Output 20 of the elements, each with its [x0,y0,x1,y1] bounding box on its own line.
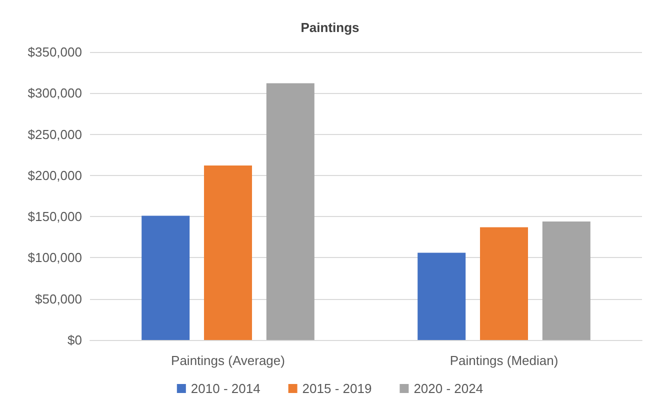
y-tick-label: $250,000 [28,126,82,142]
y-tick-label: $200,000 [28,168,82,183]
bar [480,227,528,340]
y-tick-label: $300,000 [28,86,82,101]
y-tick-label: $150,000 [28,209,82,224]
bar [542,222,590,340]
y-tick-label: $350,000 [28,44,82,60]
bar [204,166,252,340]
legend-label: 2015 - 2019 [302,381,372,396]
chart-title: Paintings [300,20,360,35]
bar [418,252,466,340]
bar [266,83,314,340]
x-tick-label: Paintings (Average) [171,353,285,368]
bar [142,216,190,340]
legend-label: 2010 - 2014 [190,381,260,396]
y-tick-label: $0 [68,332,82,348]
x-tick-label: Paintings (Median) [450,353,558,368]
y-tick-label: $100,000 [28,250,82,266]
y-tick-label: $50,000 [35,291,82,306]
legend-label: 2020 - 2024 [414,381,484,396]
